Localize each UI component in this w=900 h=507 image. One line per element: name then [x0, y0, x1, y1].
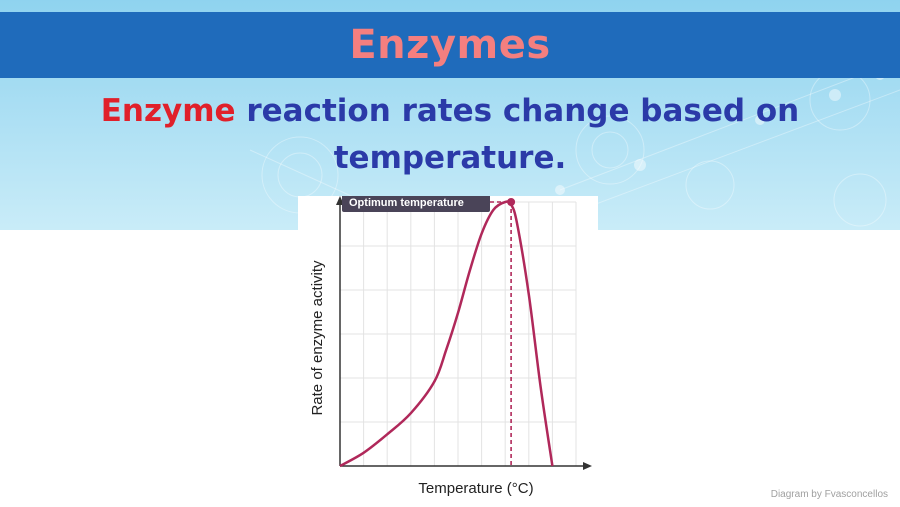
slide-title: Enzymes: [349, 22, 551, 68]
diagram-credit: Diagram by Fvasconcellos: [770, 489, 888, 500]
optimum-point: [507, 198, 516, 206]
chart-axes: [336, 196, 592, 470]
y-axis-label: Rate of enzyme activity: [309, 260, 326, 416]
title-bar: Enzymes: [0, 12, 900, 78]
enzyme-activity-chart: Optimum temperature Temperature (°C) Rat…: [298, 190, 598, 502]
activity-curve: [339, 200, 554, 468]
chart-svg: Optimum temperature Temperature (°C) Rat…: [309, 190, 592, 497]
chart-grid: [340, 201, 577, 466]
subtitle-keyword: Enzyme: [100, 93, 236, 129]
subtitle-line1-rest: reaction rates change based on: [235, 93, 800, 129]
optimum-callout-label: Optimum temperature: [349, 197, 464, 209]
subtitle-line2: temperature.: [333, 140, 567, 176]
x-axis-label: Temperature (°C): [418, 480, 533, 497]
x-axis-arrowhead: [583, 462, 592, 470]
optimum-callout-box: [342, 190, 490, 212]
slide-subtitle: Enzyme reaction rates change based on te…: [0, 88, 900, 182]
